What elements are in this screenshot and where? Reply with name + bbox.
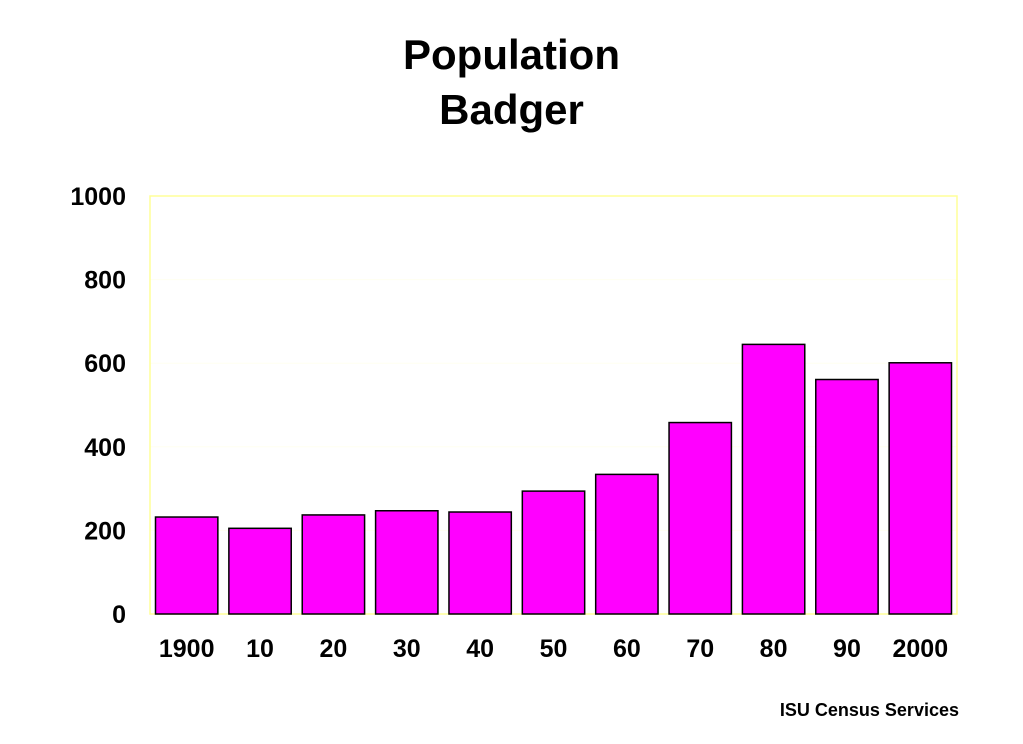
chart-title-line-2: Badger: [439, 86, 584, 133]
bar-90: [815, 378, 879, 615]
x-tick-label: 1900: [159, 635, 215, 663]
bar-2000: [888, 362, 953, 615]
y-tick-label: 1000: [70, 183, 126, 211]
x-tick-label: 50: [540, 635, 568, 663]
bar-10: [228, 527, 292, 615]
y-tick-label: 200: [84, 517, 126, 545]
x-tick-label: 40: [466, 635, 494, 663]
y-tick-label: 0: [112, 601, 126, 629]
x-tick-label: 30: [393, 635, 421, 663]
x-tick-label: 70: [686, 635, 714, 663]
bar-70: [668, 421, 733, 615]
y-tick-label: 800: [84, 267, 126, 295]
bar-30: [374, 510, 439, 615]
source-credit: ISU Census Services: [779, 700, 959, 720]
x-tick-label: 10: [246, 635, 274, 663]
x-tick-label: 60: [613, 635, 641, 663]
bar-60: [594, 473, 659, 615]
x-tick-label: 20: [320, 635, 348, 663]
chart-title-line-1: Population: [403, 31, 620, 78]
bar-20: [301, 514, 366, 615]
y-tick-label: 400: [84, 434, 126, 462]
bar-40: [448, 511, 513, 615]
bar-80: [741, 343, 806, 615]
bar-1900: [154, 516, 219, 615]
x-tick-label: 2000: [893, 635, 949, 663]
y-tick-label: 600: [84, 350, 126, 378]
x-tick-label: 80: [760, 635, 788, 663]
x-tick-label: 90: [833, 635, 861, 663]
bar-50: [521, 490, 586, 615]
